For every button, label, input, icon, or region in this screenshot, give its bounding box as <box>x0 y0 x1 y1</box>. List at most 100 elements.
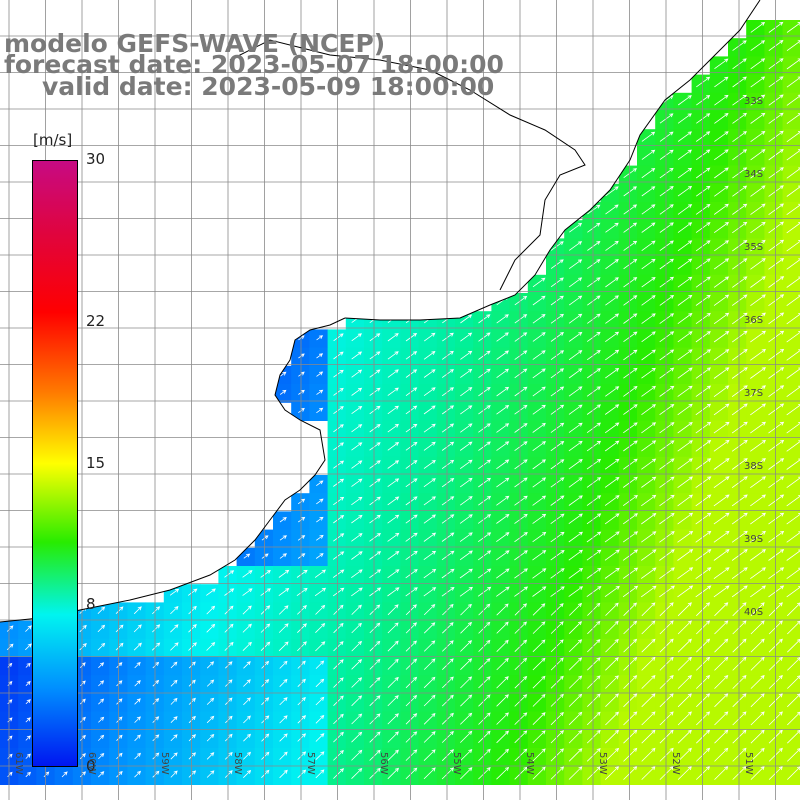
wind-arrow <box>423 423 436 433</box>
wind-arrow <box>732 131 747 143</box>
wind-arrow <box>768 185 784 197</box>
colorbar-unit: [m/s] <box>33 131 73 149</box>
field-cell <box>746 493 765 512</box>
field-cell <box>163 675 183 694</box>
field-cell <box>163 711 183 731</box>
field-cell <box>345 566 365 585</box>
field-cell <box>127 657 147 676</box>
field-cell <box>655 165 674 185</box>
land-area <box>0 0 760 320</box>
wind-arrow <box>677 185 693 197</box>
wind-arrow <box>279 553 287 559</box>
valid-date: valid date: 2023-05-09 18:00:00 <box>42 72 495 101</box>
wind-arrow <box>261 553 269 559</box>
wind-arrow <box>460 749 473 762</box>
field-cell <box>491 529 511 549</box>
wind-arrow <box>786 22 800 33</box>
wind-arrow <box>514 531 528 543</box>
wind-arrow <box>622 531 639 543</box>
wind-arrows <box>6 21 800 780</box>
field-cell <box>455 529 474 549</box>
wind-arrow <box>478 639 491 652</box>
field-cell <box>418 584 438 603</box>
wind-arrow <box>605 295 619 306</box>
wind-arrow <box>478 495 492 506</box>
field-cell <box>746 347 765 367</box>
wind-arrow <box>677 512 694 525</box>
field-cell <box>546 493 565 512</box>
wind-arrow <box>297 605 307 615</box>
field-cell <box>309 638 329 658</box>
field-cell <box>236 638 256 658</box>
field-cell <box>473 402 492 421</box>
wind-arrow <box>514 568 528 579</box>
wind-arrow <box>333 659 344 670</box>
wind-arrow <box>605 620 619 635</box>
wind-arrow <box>731 385 748 398</box>
wind-arrow <box>514 386 528 397</box>
field-cell <box>746 329 765 349</box>
field-cell <box>364 529 383 549</box>
wind-arrow <box>696 656 711 671</box>
wind-arrow <box>351 768 363 779</box>
wind-arrow <box>695 439 712 452</box>
wind-arrow <box>659 258 674 270</box>
wind-arrow <box>116 734 123 741</box>
wind-arrow <box>677 421 693 434</box>
wind-arrow <box>677 602 692 617</box>
wind-arrow <box>568 241 583 251</box>
field-cell <box>345 329 365 349</box>
wind-arrow <box>786 549 800 561</box>
wind-arrow <box>405 713 418 725</box>
wind-arrow <box>714 656 729 671</box>
wind-arrow <box>677 693 692 708</box>
wind-arrow <box>659 367 675 379</box>
wind-arrow <box>586 531 602 543</box>
wind-arrow <box>496 368 509 379</box>
wind-arrow <box>659 512 675 525</box>
wind-arrow <box>569 602 582 616</box>
longitude-label: 53W <box>597 752 608 775</box>
wind-arrow <box>568 350 583 361</box>
field-cell <box>546 529 565 549</box>
wind-arrow <box>261 769 270 778</box>
wind-arrow <box>25 643 32 651</box>
wind-arrow <box>297 641 307 652</box>
field-cell <box>655 475 674 494</box>
wind-arrow <box>750 348 766 361</box>
wind-arrow <box>115 642 124 651</box>
wind-arrow <box>550 550 565 561</box>
field-cell <box>637 529 656 549</box>
field-cell <box>673 529 693 549</box>
field-cell <box>746 202 765 221</box>
wind-arrow <box>786 258 800 270</box>
field-cell <box>491 420 511 440</box>
field-cell <box>364 511 383 531</box>
wind-arrow <box>387 333 399 342</box>
wind-arrow <box>98 734 105 741</box>
field-cell <box>728 566 747 585</box>
wind-arrow <box>423 622 436 634</box>
field-cell <box>345 365 365 385</box>
wind-arrow <box>641 675 656 689</box>
field-cell <box>618 475 638 494</box>
wind-arrow <box>206 588 216 596</box>
field-cell <box>673 365 693 385</box>
field-cell <box>709 256 729 276</box>
wind-arrow <box>206 697 215 705</box>
wind-arrow <box>550 657 564 671</box>
wind-arrow <box>677 531 694 543</box>
wind-arrow <box>423 532 437 542</box>
wind-arrow <box>586 513 602 525</box>
wind-arrow <box>731 567 748 580</box>
wind-arrow <box>98 753 105 760</box>
field-cell <box>564 384 583 403</box>
wind-arrow <box>659 729 674 744</box>
wind-arrow <box>460 730 473 743</box>
field-cell <box>764 293 784 312</box>
wind-arrow <box>750 203 766 215</box>
wind-arrow <box>514 314 528 324</box>
wind-arrow <box>387 749 399 761</box>
field-cell <box>91 729 110 749</box>
wind-arrow <box>496 459 510 470</box>
